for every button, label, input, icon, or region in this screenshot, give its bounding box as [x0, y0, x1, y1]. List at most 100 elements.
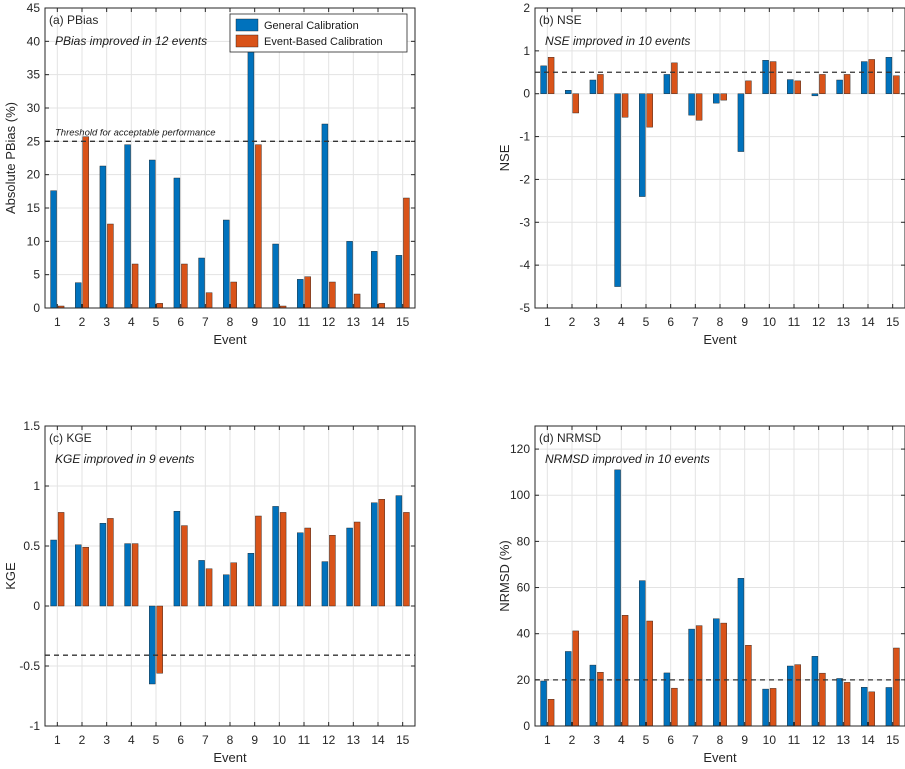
panel-title: (a) PBias: [49, 13, 98, 27]
y-axis-label: Absolute PBias (%): [3, 102, 18, 214]
bar-event-10: [769, 688, 777, 727]
bar-general-11: [297, 279, 304, 309]
x-tick-label: 7: [692, 733, 699, 747]
bar-event-12: [329, 281, 336, 309]
bar-event-2: [82, 136, 89, 309]
y-tick-label: -0.5: [19, 659, 40, 673]
y-tick-label: 15: [27, 201, 41, 215]
bar-general-7: [688, 93, 695, 116]
bar-general-14: [371, 502, 378, 607]
x-tick-label: 14: [861, 733, 875, 747]
bar-event-10: [279, 512, 287, 607]
bar-event-9: [745, 645, 752, 727]
bar-general-13: [346, 241, 353, 309]
x-tick-label: 15: [396, 733, 410, 747]
y-tick-label: 120: [510, 442, 530, 456]
y-tick-label: 30: [27, 101, 41, 115]
x-tick-label: 6: [177, 733, 184, 747]
bar-event-11: [794, 80, 801, 94]
bar-event-4: [621, 615, 629, 727]
x-tick-label: 4: [618, 733, 625, 747]
bar-event-14: [868, 691, 875, 727]
bar-event-8: [720, 622, 727, 727]
x-tick-label: 3: [593, 315, 600, 329]
bar-general-8: [713, 618, 720, 727]
y-tick-label: 0: [523, 719, 530, 733]
legend-swatch-event: [235, 34, 259, 48]
bar-general-15: [395, 495, 403, 607]
bar-event-8: [230, 562, 237, 607]
x-tick-label: 9: [741, 315, 748, 329]
bar-event-4: [621, 93, 629, 118]
bar-general-11: [787, 79, 794, 94]
y-axis-label: NRMSD (%): [497, 540, 512, 612]
bar-event-7: [695, 625, 703, 727]
bar-event-7: [205, 292, 213, 309]
panel-note: KGE improved in 9 events: [55, 452, 194, 466]
x-tick-label: 15: [886, 315, 900, 329]
y-tick-label: -2: [519, 172, 530, 186]
x-tick-label: 13: [347, 315, 361, 329]
bar-general-9: [247, 553, 255, 607]
bar-general-8: [223, 219, 230, 309]
x-tick-label: 2: [569, 733, 576, 747]
bar-event-5: [156, 605, 163, 674]
x-tick-label: 14: [371, 733, 385, 747]
x-tick-label: 1: [54, 733, 61, 747]
bar-event-5: [156, 303, 163, 309]
bar-general-9: [247, 14, 255, 309]
bar-general-12: [811, 656, 819, 727]
x-tick-label: 11: [788, 733, 801, 747]
x-tick-label: 12: [322, 315, 336, 329]
x-tick-label: 14: [371, 315, 385, 329]
y-tick-label: 10: [27, 234, 41, 248]
y-tick-label: 20: [27, 168, 41, 182]
bar-general-2: [565, 651, 572, 727]
y-tick-label: 40: [27, 34, 41, 48]
bar-event-6: [671, 62, 678, 94]
x-tick-label: 5: [153, 733, 160, 747]
bar-event-13: [843, 74, 851, 94]
bar-event-9: [255, 144, 262, 309]
y-tick-label: -5: [519, 301, 530, 315]
x-tick-label: 1: [544, 315, 551, 329]
bar-general-15: [395, 255, 403, 309]
bar-event-15: [403, 512, 410, 607]
y-tick-label: -1: [29, 719, 40, 733]
bar-event-14: [868, 59, 875, 94]
bar-event-12: [819, 672, 826, 727]
x-tick-label: 14: [861, 315, 875, 329]
bar-event-9: [745, 80, 752, 94]
x-tick-label: 3: [593, 733, 600, 747]
legend-swatch-general: [235, 18, 259, 32]
bar-general-13: [346, 527, 353, 607]
bar-general-4: [614, 469, 621, 727]
bar-event-15: [403, 197, 410, 309]
bar-event-6: [181, 525, 188, 607]
x-axis-label: Event: [703, 750, 737, 765]
x-tick-label: 10: [273, 733, 287, 747]
y-tick-label: 1.5: [23, 419, 40, 433]
bar-general-6: [663, 74, 671, 94]
bar-event-15: [893, 75, 900, 94]
bar-event-12: [819, 74, 826, 94]
y-tick-label: 80: [517, 534, 531, 548]
y-tick-label: 1: [33, 479, 40, 493]
bar-event-11: [304, 276, 311, 309]
x-tick-label: 1: [544, 733, 551, 747]
x-tick-label: 8: [717, 733, 724, 747]
bar-general-9: [737, 578, 745, 727]
bar-event-13: [353, 293, 361, 309]
bar-general-11: [297, 532, 304, 607]
x-tick-label: 10: [763, 733, 777, 747]
bar-general-7: [688, 628, 695, 727]
bar-general-6: [173, 177, 181, 309]
y-tick-label: 40: [517, 627, 531, 641]
bar-general-3: [99, 165, 107, 309]
panel-title: (d) NRMSD: [539, 431, 601, 445]
bar-event-8: [720, 93, 727, 101]
y-tick-label: 100: [510, 488, 530, 502]
y-tick-label: 20: [517, 673, 531, 687]
bar-event-14: [378, 499, 385, 607]
threshold-label: Threshold for acceptable performance: [55, 127, 216, 138]
